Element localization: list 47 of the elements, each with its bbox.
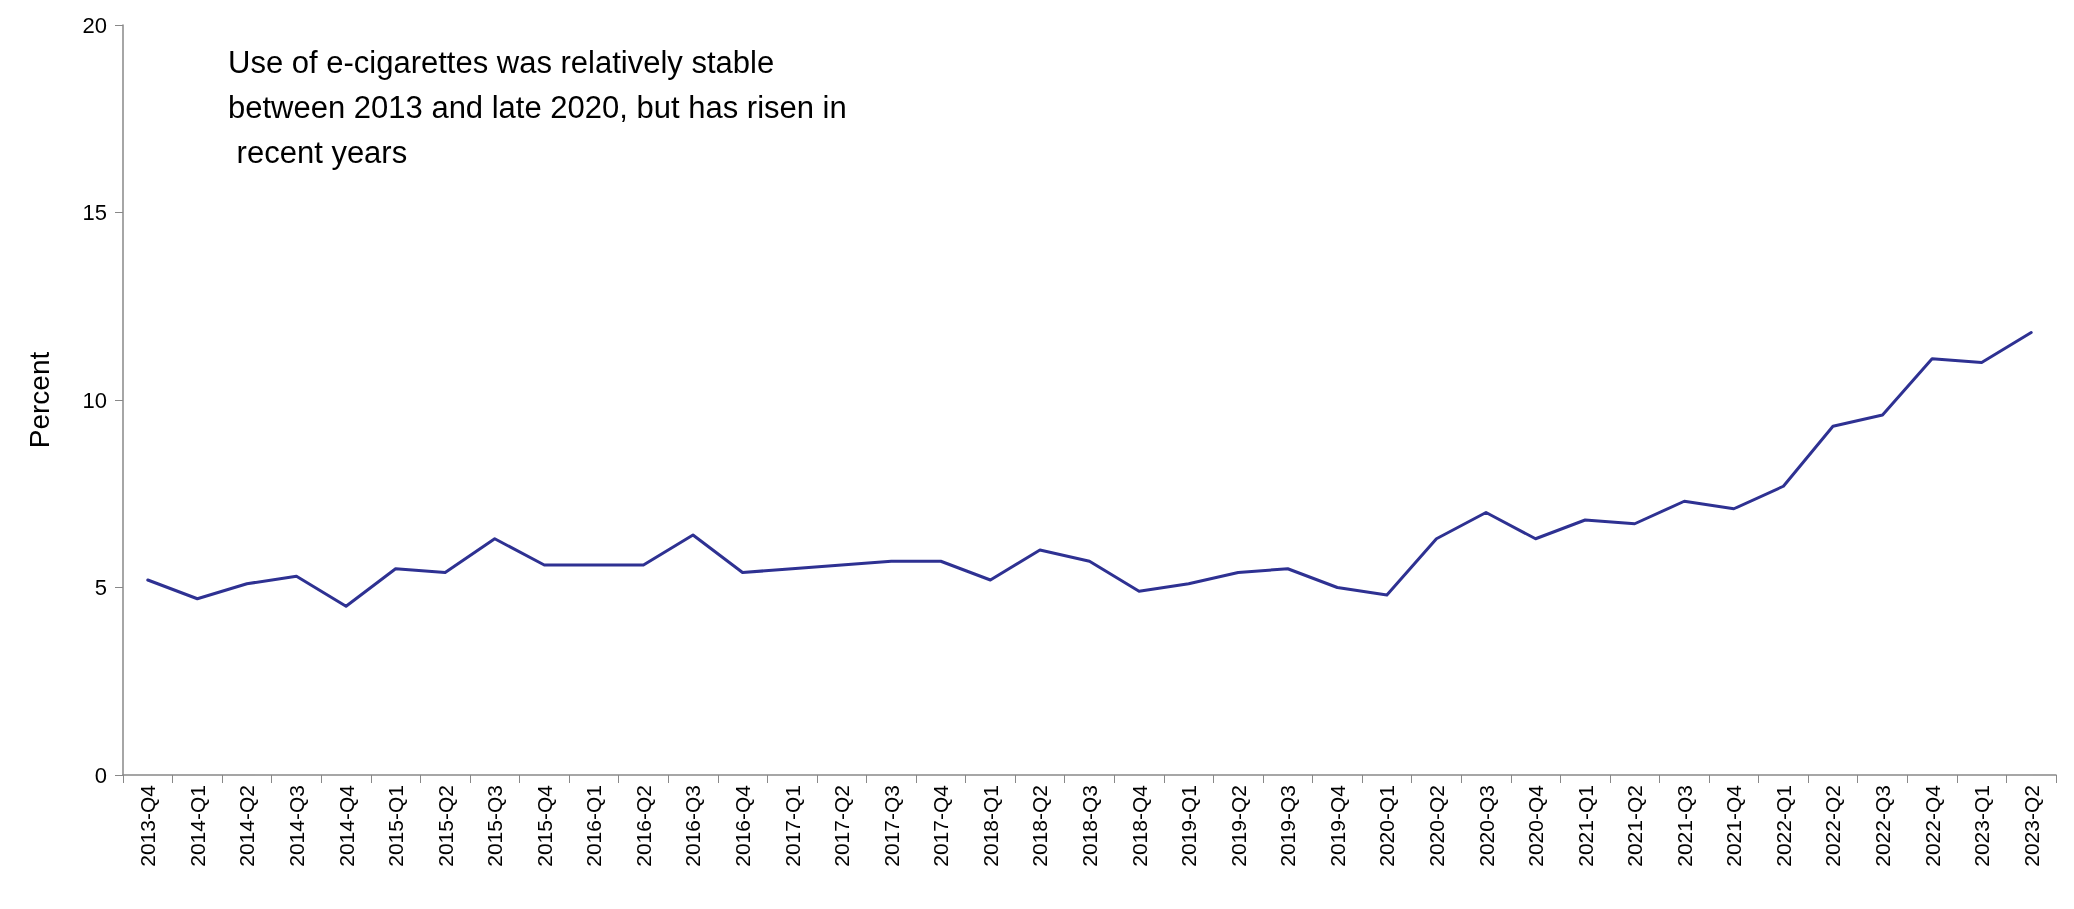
x-tick-label: 2021-Q2 bbox=[1623, 785, 1647, 867]
y-tick-label: 20 bbox=[82, 12, 107, 38]
x-tick-label: 2016-Q2 bbox=[631, 785, 655, 867]
x-tick-label: 2019-Q3 bbox=[1276, 785, 1300, 867]
x-tick-label: 2022-Q4 bbox=[1920, 784, 1944, 867]
y-tick-label: 5 bbox=[94, 575, 107, 600]
x-tick-label: 2021-Q4 bbox=[1722, 784, 1746, 867]
y-tick-label: 15 bbox=[82, 200, 107, 225]
x-tick-label: 2023-Q1 bbox=[1970, 785, 1994, 867]
x-tick-label: 2017-Q2 bbox=[830, 785, 854, 867]
x-tick-label: 2014-Q4 bbox=[334, 784, 358, 867]
x-tick-label: 2022-Q3 bbox=[1871, 785, 1895, 867]
x-tick-label: 2017-Q4 bbox=[929, 784, 953, 867]
x-tick-label: 2019-Q1 bbox=[1177, 785, 1201, 867]
x-tick-label: 2020-Q2 bbox=[1424, 785, 1448, 867]
x-tick-label: 2020-Q4 bbox=[1524, 784, 1548, 867]
x-tick-label: 2014-Q2 bbox=[235, 785, 259, 867]
x-tick-label: 2014-Q3 bbox=[284, 785, 308, 867]
annotation: Use of e-cigarettes was relatively stable between 2013 and late 2020, but has risen in recent years bbox=[228, 45, 847, 170]
x-tick-label: 2015-Q1 bbox=[384, 785, 408, 867]
x-tick-label: 2015-Q2 bbox=[433, 785, 457, 867]
x-tick-label: 2016-Q1 bbox=[582, 785, 606, 867]
x-tick-label: 2018-Q2 bbox=[1028, 785, 1052, 867]
x-tick-label: 2018-Q3 bbox=[1078, 785, 1101, 867]
y-tick-label: 10 bbox=[82, 387, 107, 413]
x-tick-label: 2018-Q4 bbox=[1127, 784, 1151, 867]
x-tick-label: 2020-Q1 bbox=[1375, 785, 1399, 867]
x-tick-label: 2014-Q1 bbox=[185, 785, 209, 867]
x-tick-label: 2018-Q1 bbox=[978, 785, 1002, 867]
x-tick-label: 2016-Q3 bbox=[681, 785, 705, 867]
x-tick-label: 2015-Q4 bbox=[532, 784, 556, 867]
x-tick-label: 2015-Q3 bbox=[483, 785, 507, 867]
x-tick-label: 2016-Q4 bbox=[731, 784, 755, 867]
x-tick-label: 2019-Q4 bbox=[1325, 784, 1349, 867]
x-tick-label: 2021-Q1 bbox=[1573, 785, 1597, 867]
y-axis-title: Percent bbox=[23, 351, 55, 449]
x-tick-label: 2023-Q2 bbox=[2019, 785, 2043, 867]
x-tick-label: 2022-Q2 bbox=[1821, 785, 1845, 867]
x-tick-label: 2021-Q3 bbox=[1672, 785, 1696, 867]
x-tick-label: 2019-Q2 bbox=[1226, 785, 1250, 867]
y-tick-label: 0 bbox=[94, 762, 107, 788]
x-tick-label: 2020-Q3 bbox=[1474, 785, 1498, 867]
x-tick-label: 2013-Q4 bbox=[136, 784, 160, 867]
line-series bbox=[146, 331, 2033, 608]
x-tick-label: 2017-Q3 bbox=[879, 785, 903, 867]
x-tick-label: 2022-Q1 bbox=[1771, 785, 1795, 867]
x-tick-label: 2017-Q1 bbox=[780, 785, 804, 867]
